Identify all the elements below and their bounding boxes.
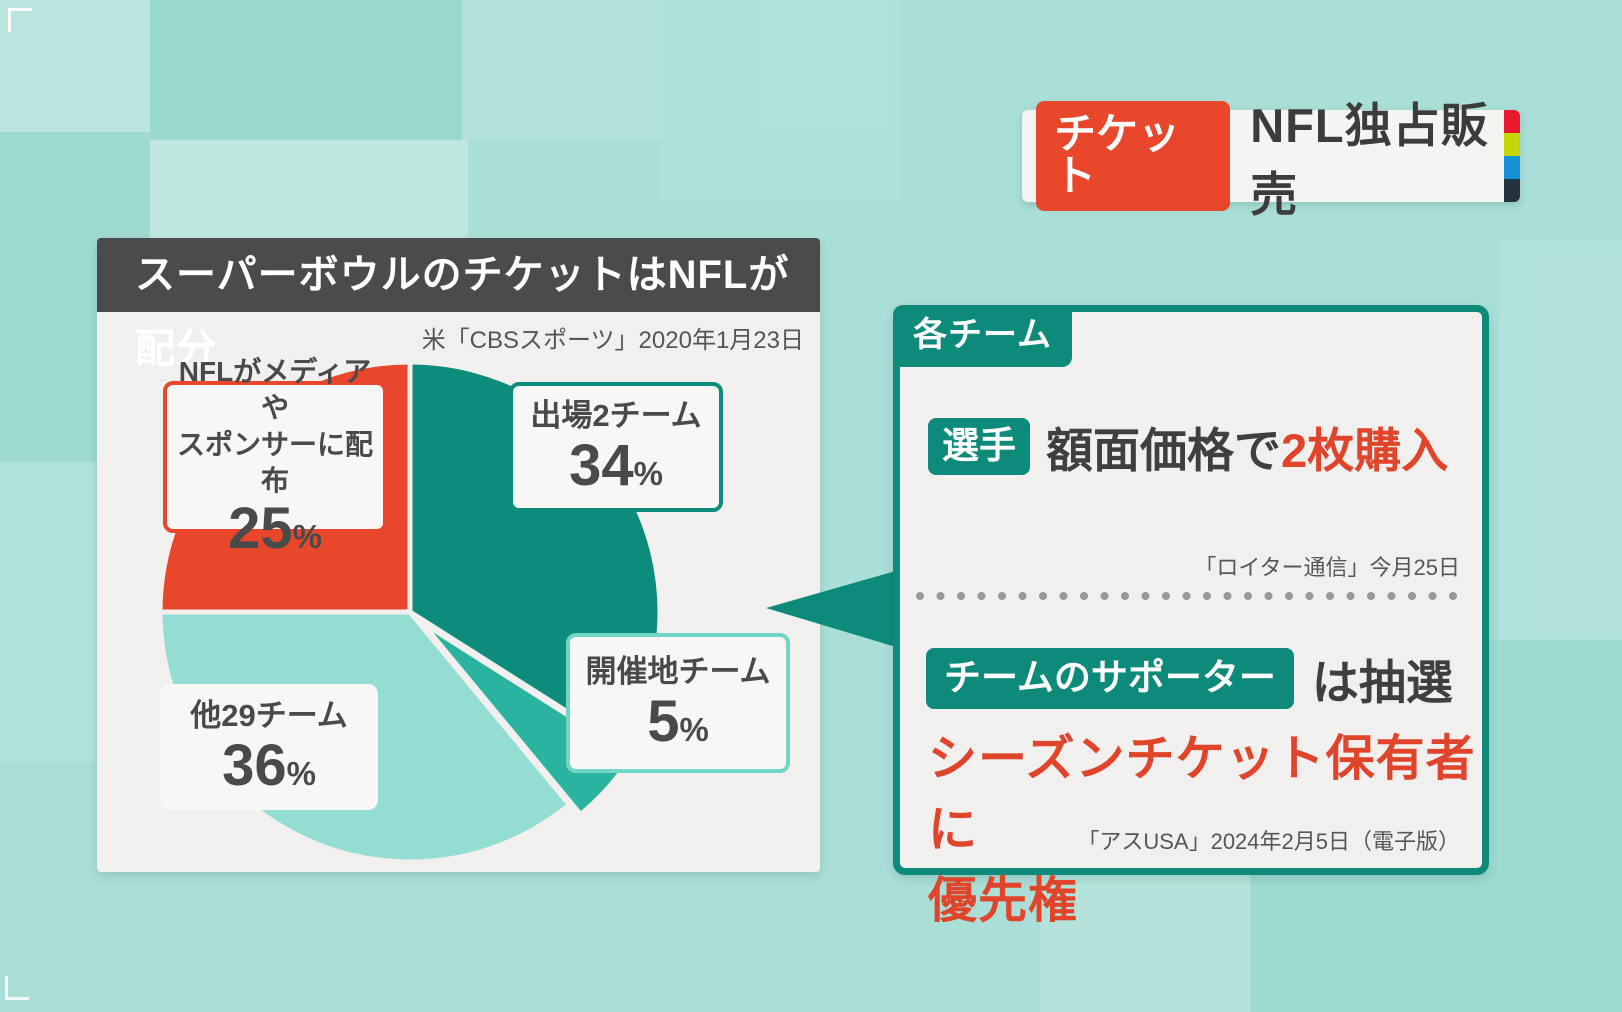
- bg-square: [1500, 240, 1622, 640]
- pie-label-text: 他29チーム: [190, 698, 348, 734]
- priority-note: シーズンチケット保有者に 優先権: [928, 724, 1482, 937]
- title-tag: チケット: [1036, 101, 1231, 211]
- supporters-row: チームのサポーター は抽選: [926, 644, 1453, 713]
- pie-label-text: 開催地チーム: [585, 654, 771, 690]
- players-row: 選手 額面価格で2枚購入: [928, 412, 1448, 481]
- corner-mark-top-left: [8, 8, 32, 32]
- info-panel: 各チーム 選手 額面価格で2枚購入 「ロイター通信」今月25日 チームのサポータ…: [893, 305, 1489, 928]
- pie-label-two-teams: 出場2チーム 34%: [509, 382, 723, 512]
- page-title: NFL独占販売: [1250, 99, 1489, 221]
- pie-label-text: NFLがメディアや: [178, 355, 372, 424]
- source-the-athletic: 「アスUSA」2024年2月5日（電子版）: [1077, 829, 1460, 854]
- supporters-text: は抽選: [1311, 656, 1453, 709]
- dotted-divider: [914, 590, 1466, 602]
- pie-label-value: 34%: [569, 432, 663, 498]
- chart-title: スーパーボウルのチケットはNFLが配分: [97, 238, 820, 371]
- chart-panel: スーパーボウルのチケットはNFLが配分 米「CBSスポーツ」2020年1月23日…: [97, 238, 820, 872]
- supporters-badge: チームのサポーター: [926, 648, 1294, 709]
- pie-label-text: スポンサーに配布: [176, 428, 373, 496]
- callout-pointer: [766, 568, 906, 650]
- title-badge: チケット NFL独占販売: [1022, 99, 1520, 221]
- players-text: 額面価格で2枚購入: [1046, 424, 1449, 477]
- corner-mark-bottom-left: [5, 976, 29, 1000]
- priority-note-line2: 優先権: [928, 874, 1079, 929]
- pie-label-host-team: 開催地チーム 5%: [566, 633, 790, 773]
- source-reuters: 「ロイター通信」今月25日: [1194, 555, 1460, 580]
- brand-stripe: [1504, 156, 1520, 179]
- chart-source: 米「CBSスポーツ」2020年1月23日: [421, 327, 804, 354]
- pie-label-nfl-media: NFLがメディアや スポンサーに配布 25%: [163, 356, 387, 559]
- players-badge: 選手: [928, 418, 1030, 475]
- brand-color-stripes: [1504, 110, 1520, 202]
- bg-square: [150, 0, 462, 140]
- priority-note-line1: シーズンチケット保有者に: [928, 732, 1476, 858]
- pie-label-value: 36%: [222, 732, 316, 798]
- bg-square: [660, 0, 900, 200]
- bg-square: [462, 0, 660, 140]
- info-panel-tab: 各チーム: [893, 305, 1072, 367]
- pie-label-other-29-teams: 他29チーム 36%: [160, 684, 378, 810]
- pie-label-value: 5%: [647, 688, 709, 754]
- brand-stripe: [1504, 179, 1520, 202]
- brand-stripe: [1504, 110, 1520, 133]
- pie-label-text: 出場2チーム: [530, 398, 702, 434]
- pie-label-value: 25%: [228, 496, 322, 562]
- brand-stripe: [1504, 133, 1520, 156]
- info-panel-body: 選手 額面価格で2枚購入 「ロイター通信」今月25日 チームのサポーター は抽選…: [900, 312, 1482, 928]
